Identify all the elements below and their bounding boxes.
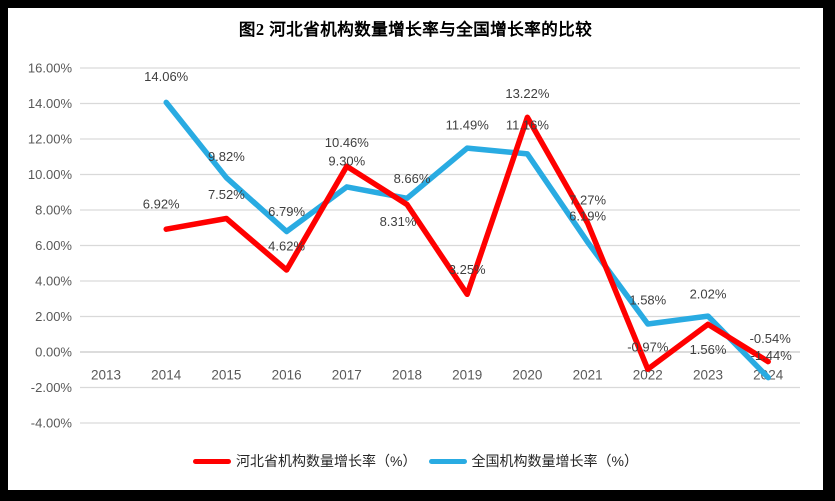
data-label-hebei: -0.54%	[750, 331, 792, 346]
x-axis-tick-label: 2020	[512, 368, 542, 383]
series-line-hebei	[163, 114, 771, 372]
data-label-national: 9.82%	[208, 149, 245, 164]
y-axis-tick-label: 14.00%	[28, 96, 73, 111]
data-label-national: 6.19%	[569, 209, 606, 224]
data-label-hebei: 4.62%	[268, 238, 305, 253]
data-label-hebei: 6.92%	[143, 197, 180, 212]
x-axis-tick-label: 2019	[452, 368, 482, 383]
legend-item-national: 全国机构数量增长率（%）	[428, 451, 638, 471]
legend-label-national: 全国机构数量增长率（%）	[471, 453, 638, 469]
legend: 河北省机构数量增长率（%） 全国机构数量增长率（%）	[8, 451, 823, 471]
legend-swatch-national-line	[428, 458, 467, 464]
data-label-national: 14.06%	[144, 69, 189, 84]
y-axis-tick-label: -4.00%	[31, 416, 73, 431]
x-axis-tick-label: 2013	[91, 368, 121, 383]
legend-label-hebei: 河北省机构数量增长率（%）	[236, 453, 417, 469]
x-axis-tick-label: 2014	[151, 368, 182, 383]
y-axis-tick-label: -2.00%	[31, 380, 73, 395]
plot-area: 16.00% 14.00% 12.00% 10.00% 8.00% 6.00% 4.00% 2…	[28, 61, 800, 431]
data-label-hebei: -0.97%	[627, 340, 669, 355]
y-axis-tick-label: 2.00%	[35, 309, 72, 324]
data-label-hebei: 8.31%	[380, 214, 417, 229]
data-label-hebei: 7.52%	[208, 187, 245, 202]
y-axis-tick-label: 8.00%	[35, 203, 72, 218]
data-label-national: 11.16%	[506, 117, 550, 132]
data-label-national: 11.49%	[446, 118, 490, 133]
data-label-national: 2.02%	[690, 287, 727, 302]
data-label-hebei: 10.46%	[325, 135, 370, 150]
y-axis-tick-label: 16.00%	[28, 61, 73, 76]
x-axis-tick-label: 2018	[392, 368, 422, 383]
series-line-national	[163, 99, 771, 381]
x-axis-tick-label: 2022	[633, 368, 663, 383]
x-axis-tick-label: 2016	[272, 368, 302, 383]
data-label-hebei: 13.22%	[505, 86, 550, 101]
data-label-national: 8.66%	[394, 171, 431, 186]
y-axis-tick-label: 12.00%	[28, 132, 73, 147]
legend-item-hebei: 河北省机构数量增长率（%）	[193, 451, 417, 471]
chart-title: 图2 河北省机构数量增长率与全国增长率的比较	[238, 20, 593, 39]
data-label-national: 1.58%	[629, 292, 666, 307]
data-label-hebei: 7.27%	[569, 192, 606, 207]
y-axis-tick-label: 4.00%	[35, 274, 72, 289]
data-label-national: 9.30%	[328, 153, 365, 168]
data-label-national: 6.79%	[268, 204, 305, 219]
y-axis-tick-label: 6.00%	[35, 238, 72, 253]
x-axis-tick-label: 2021	[573, 368, 603, 383]
data-label-national: -1.44%	[751, 348, 793, 363]
y-axis-tick-label: 0.00%	[35, 345, 72, 360]
x-axis-tick-label: 2017	[332, 368, 362, 383]
y-axis-tick-label: 10.00%	[28, 167, 73, 182]
chart-canvas: 图2 河北省机构数量增长率与全国增长率的比较 16.00% 14.00% 12.00…	[8, 8, 823, 490]
x-axis-tick-label: 2023	[693, 368, 723, 383]
legend-swatch-hebei-line	[193, 458, 232, 464]
data-label-hebei: 3.25%	[449, 262, 486, 277]
data-label-hebei: 1.56%	[690, 342, 727, 357]
x-axis-tick-label: 2015	[211, 368, 241, 383]
